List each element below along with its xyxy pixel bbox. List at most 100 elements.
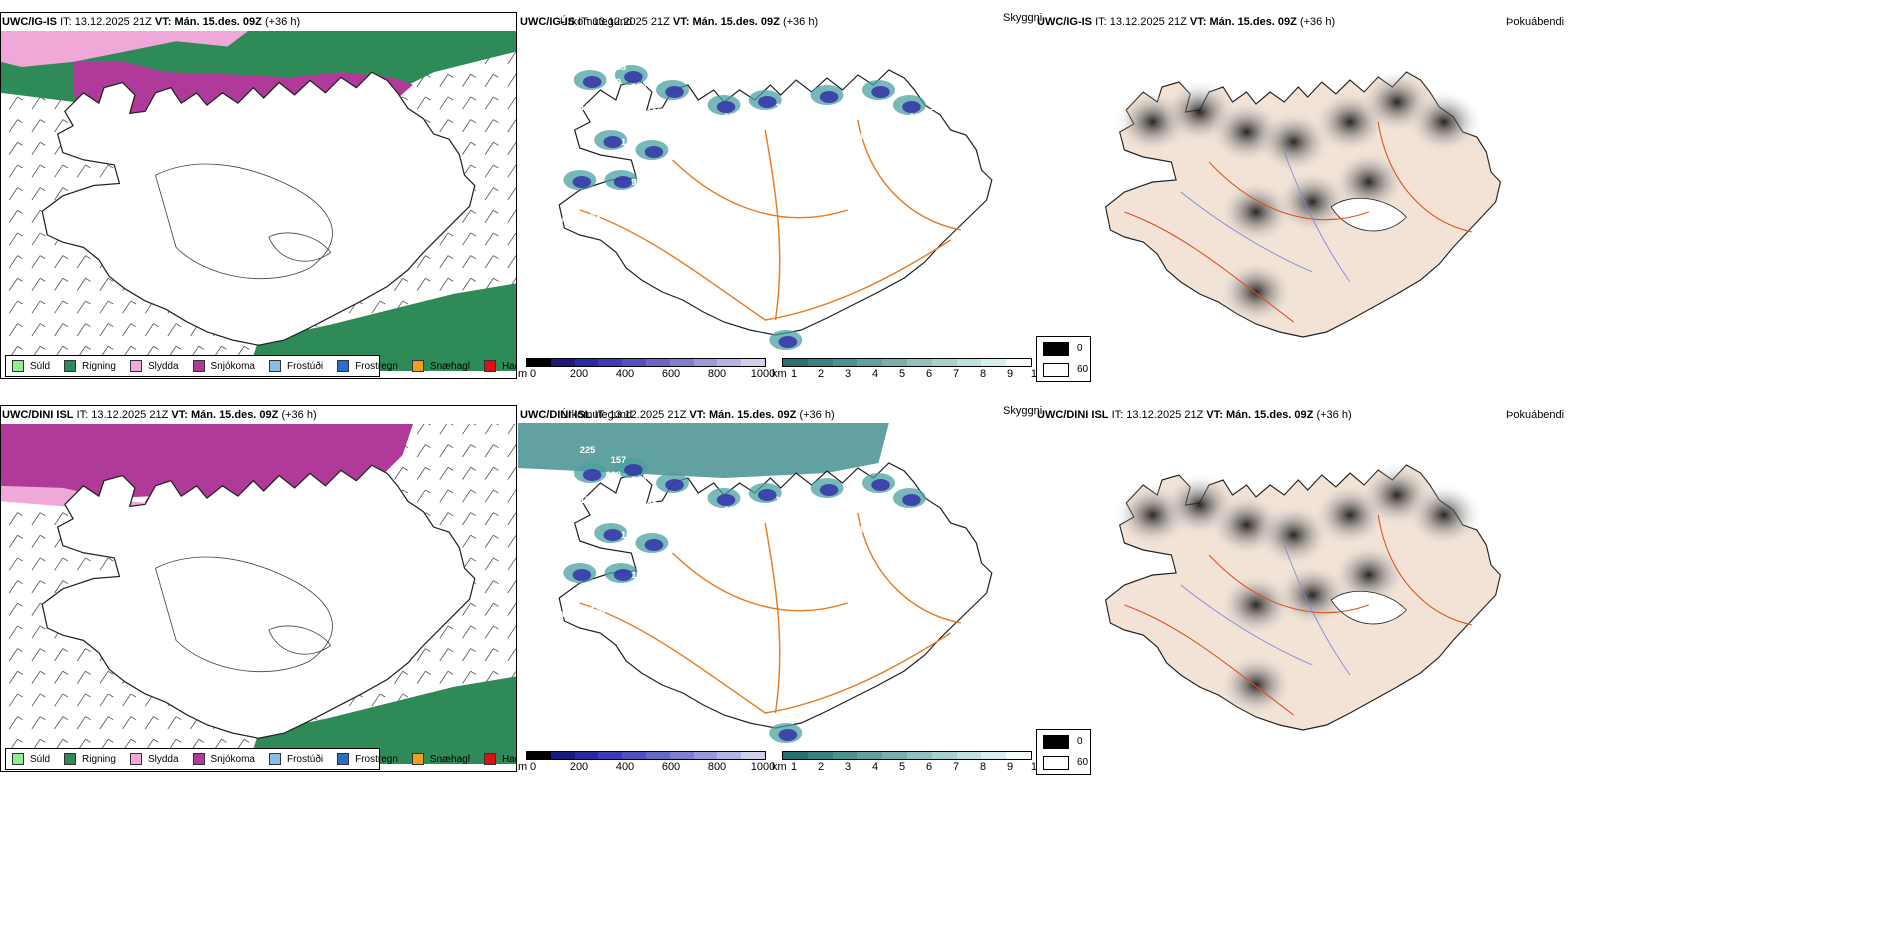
ceiling-label: 154 <box>580 495 596 505</box>
init-time: 13.12.2025 21Z <box>1126 409 1204 421</box>
it-label: IT: <box>594 409 607 421</box>
legend-item: Snæhagl <box>411 753 470 765</box>
ceiling-label: 81 <box>621 207 631 217</box>
legend-swatch <box>268 753 281 765</box>
legend-label: Haglél <box>501 360 516 372</box>
ceiling-label: 225 <box>873 515 888 525</box>
ceiling-label: 107 <box>647 107 662 117</box>
ceiling-label: 84 <box>827 525 838 535</box>
legend-swatch <box>192 360 205 372</box>
vt-label: VT: <box>672 16 690 28</box>
legend-label: Frostregn <box>355 753 398 765</box>
ceiling-label: 121 <box>837 152 852 162</box>
ceiling-tick: 1000 <box>750 368 776 380</box>
legend-item: Frostregn <box>337 360 398 372</box>
fog-key-label: 0 <box>1077 343 1083 354</box>
fog-key-label: 60 <box>1077 757 1089 768</box>
ceiling-tick: 200 <box>569 761 589 773</box>
visibility-tick: 1 <box>790 761 798 773</box>
it-label: IT: <box>60 16 72 28</box>
legend-label: Frostúði <box>286 753 324 765</box>
ceiling-label: 138 <box>631 82 646 92</box>
fog-key-swatch <box>1043 756 1069 770</box>
visibility-tick: 5 <box>898 761 906 773</box>
ceiling-label: 168 <box>606 470 621 480</box>
ceiling-label: 72 <box>806 510 816 520</box>
precip-map <box>1 424 516 764</box>
visibility-tick: 5 <box>898 368 906 380</box>
precip-panel-title: Úrkomutegund <box>560 409 633 421</box>
ceiling-colorbar: m 0 200 400 600 800 1000 <box>518 358 775 384</box>
precip-panel-title: Úrkomutegund <box>560 16 633 28</box>
legend-swatch <box>64 753 77 765</box>
ceiling-panel-title: Skyggni <box>1003 405 1043 417</box>
ceiling-unit: m <box>518 368 528 380</box>
legend-item: Súld <box>12 360 50 372</box>
legend-label: Snæhagl <box>429 360 470 372</box>
valid-time: Mán. 15.des. 09Z <box>174 16 262 28</box>
panel-header: UWC/DINI ISL IT: 13.12.2025 21Z VT: Mán.… <box>1037 409 1352 421</box>
ceiling-label: 185 <box>909 112 924 122</box>
legend-label: Súld <box>30 753 51 765</box>
vt-label: VT: <box>1189 16 1207 28</box>
ceiling-label: 268 <box>786 140 801 150</box>
legend-item: Snjókoma <box>192 753 255 765</box>
ceiling-tick: 0 <box>529 761 537 773</box>
valid-time: Mán. 15.des. 09Z <box>190 409 279 421</box>
fog-key-swatch <box>1043 735 1069 749</box>
valid-time: Mán. 15.des. 09Z <box>1225 409 1314 421</box>
ceiling-unit: m <box>518 761 528 773</box>
legend-swatch <box>411 360 424 372</box>
ceiling-tick: 200 <box>569 368 589 380</box>
valid-time: Mán. 15.des. 09Z <box>1209 16 1297 28</box>
ceiling-label: 92 <box>889 510 899 520</box>
ceiling-label: 181 <box>724 112 739 122</box>
valid-time: Mán. 15.des. 09Z <box>708 409 797 421</box>
vt-label: VT: <box>1206 409 1223 421</box>
panel-header: UWC/IG-IS IT: 13.12.2025 21Z VT: Mán. 15… <box>1037 16 1335 28</box>
legend-swatch <box>192 753 205 765</box>
ceiling-label: 144 <box>930 102 946 112</box>
ceiling-label: 298 <box>848 525 863 535</box>
precip-legend: Súld Rigning Slydda Snjókoma Frostúði Frostre… <box>5 748 516 770</box>
panel-header: UWC/DINI ISL IT: 13.12.2025 21Z VT: Mán.… <box>520 409 835 421</box>
legend-label: Snæhagl <box>429 753 470 765</box>
ceiling-colorbar: m 0 200 400 600 800 1000 <box>518 751 775 777</box>
ceiling-label: 209 <box>673 580 688 590</box>
ceiling-label: 263 <box>848 132 863 142</box>
fog-key-label: 0 <box>1077 736 1083 747</box>
init-time: 13.12.2025 21Z <box>609 409 687 421</box>
legend-item: Frostregn <box>337 753 398 765</box>
legend-label: Súld <box>30 360 51 372</box>
precip-type-panel: Súld Rigning Slydda Snjókoma Frostúði Frostre… <box>0 12 517 379</box>
visibility-tick: 6 <box>925 368 933 380</box>
model-name: UWC/DINI ISL <box>520 409 592 421</box>
ceiling-tick: 800 <box>707 368 727 380</box>
model-name: UWC/IG-IS <box>2 16 57 28</box>
ceiling-tick: 600 <box>661 368 681 380</box>
legend-item: Haglél <box>483 360 516 372</box>
ceiling-label: 144 <box>590 605 606 615</box>
precip-legend: Súld Rigning Slydda Snjókoma Frostúði Frostre… <box>5 355 516 377</box>
legend-swatch <box>129 753 142 765</box>
ceiling-label: 125 <box>724 505 739 515</box>
ceiling-label: 293 <box>549 97 564 107</box>
it-label: IT: <box>578 16 590 28</box>
fog-key-swatch <box>1043 363 1069 377</box>
model-name: UWC/DINI ISL <box>1037 409 1109 421</box>
legend-label: Slydda <box>147 753 179 765</box>
ceiling-label: 260 <box>559 470 574 480</box>
ceiling-label: 70 <box>673 187 683 197</box>
legend-label: Haglél <box>501 753 516 765</box>
lead-time: (+36 h) <box>264 16 301 28</box>
ceiling-label: 95 <box>631 177 641 187</box>
ceiling-map: 155 168 276 293 169 130 138 107 170 136 134 95 81 103… <box>549 52 993 350</box>
visibility-tick: 7 <box>952 368 960 380</box>
ceiling-label: 225 <box>580 445 595 455</box>
legend-item: Snjókoma <box>192 360 255 372</box>
ceiling-label: 63 <box>739 520 749 530</box>
ceiling-label: 157 <box>611 455 626 465</box>
ceiling-label: 80 <box>925 132 935 142</box>
legend-swatch <box>12 753 24 765</box>
vt-label: VT: <box>154 16 172 28</box>
